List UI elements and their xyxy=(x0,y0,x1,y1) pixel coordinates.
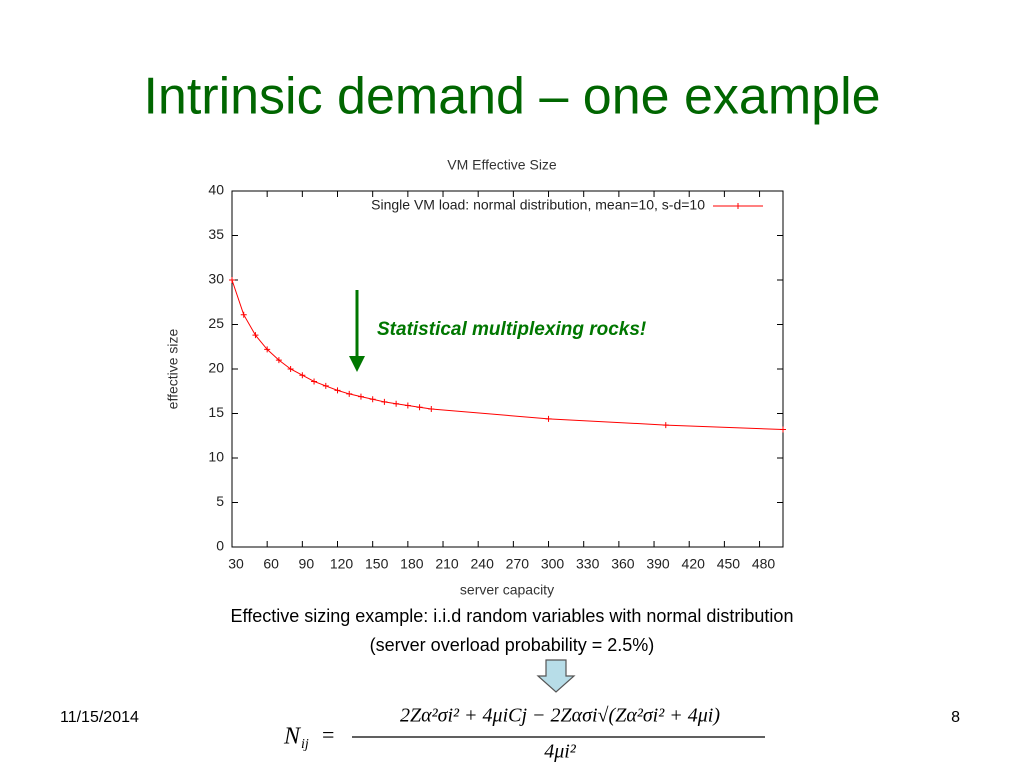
x-tick-label: 180 xyxy=(400,556,424,572)
x-axis-label: server capacity xyxy=(460,582,554,598)
formula-denominator: 4μi² xyxy=(544,741,577,763)
date: 11/15/2014 xyxy=(60,709,139,726)
y-tick-label: 10 xyxy=(208,449,224,465)
point-marker xyxy=(381,398,388,405)
x-tick-label: 450 xyxy=(717,556,741,572)
x-tick-label: 390 xyxy=(646,556,670,572)
point-marker xyxy=(428,406,435,413)
point-marker xyxy=(264,346,271,353)
y-tick-label: 40 xyxy=(208,182,224,198)
formula: N ij = 2Zα²σi² + 4μiCj − 2Zασi√(Zα²σi² +… xyxy=(283,705,765,763)
point-marker xyxy=(334,387,341,394)
point-marker xyxy=(369,396,376,403)
point-marker xyxy=(322,382,329,389)
point-marker xyxy=(662,422,669,429)
caption: Effective sizing example: i.i.d random v… xyxy=(231,606,794,626)
y-axis-label: effective size xyxy=(165,328,181,409)
x-tick-label: 150 xyxy=(365,556,389,572)
y-tick-label: 25 xyxy=(208,315,224,331)
formula-lhs: N xyxy=(283,724,302,750)
point-marker xyxy=(404,402,411,409)
point-marker xyxy=(240,311,247,318)
x-tick-label: 60 xyxy=(263,556,279,572)
formula-lhs-sub: ij xyxy=(301,737,309,752)
caption: (server overload probability = 2.5%) xyxy=(370,635,655,655)
point-marker xyxy=(287,366,294,372)
plot-frame xyxy=(231,190,784,548)
point-marker xyxy=(229,277,235,283)
x-tick-label: 120 xyxy=(330,556,354,572)
x-tick-label: 90 xyxy=(299,556,315,572)
point-marker xyxy=(252,332,259,339)
point-marker xyxy=(346,390,353,397)
y-tick-label: 0 xyxy=(216,538,224,554)
x-tick-label: 480 xyxy=(752,556,776,572)
point-marker xyxy=(357,393,364,400)
y-tick-label: 20 xyxy=(208,360,224,376)
y-tick-label: 35 xyxy=(208,226,224,242)
formula-equals: = xyxy=(322,722,334,747)
x-tick-label: 30 xyxy=(228,556,244,572)
x-tick-label: 330 xyxy=(576,556,600,572)
point-marker xyxy=(299,372,306,379)
annotation: Statistical multiplexing rocks! xyxy=(377,319,646,340)
point-marker xyxy=(416,404,423,411)
page-number: 8 xyxy=(951,709,960,726)
point-marker xyxy=(393,400,400,407)
formula-numerator: 2Zα²σi² + 4μiCj − 2Zασi√(Zα²σi² + 4μi) xyxy=(400,705,720,727)
x-tick-label: 300 xyxy=(541,556,565,572)
annotation-arrowhead xyxy=(349,356,365,372)
x-tick-label: 420 xyxy=(682,556,706,572)
legend-label: Single VM load: normal distribution, mea… xyxy=(371,197,705,213)
slide-title: Intrinsic demand – one example xyxy=(143,68,880,126)
legend-marker xyxy=(735,203,741,209)
x-tick-label: 270 xyxy=(506,556,530,572)
series-line xyxy=(231,279,784,431)
x-tick-label: 210 xyxy=(435,556,459,572)
down-arrow xyxy=(536,659,576,693)
point-marker xyxy=(311,378,318,385)
x-tick-label: 240 xyxy=(471,556,495,572)
point-marker xyxy=(545,415,552,422)
chart-title: VM Effective Size xyxy=(447,157,557,173)
point-marker xyxy=(780,426,786,433)
y-tick-label: 15 xyxy=(208,404,224,420)
y-tick-label: 30 xyxy=(208,271,224,287)
x-tick-label: 360 xyxy=(611,556,635,572)
point-marker xyxy=(275,357,282,364)
y-tick-label: 5 xyxy=(216,493,224,509)
